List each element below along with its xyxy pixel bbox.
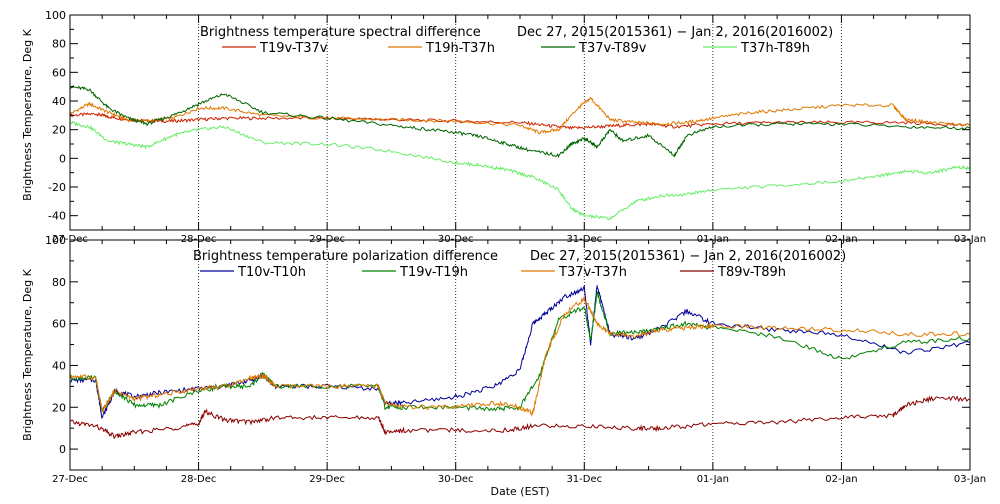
y-tick-label: 60 [52,318,66,331]
x-tick-label: 27-Dec [52,474,88,485]
y-tick-label: 0 [59,443,66,456]
series-line [69,120,971,221]
series-line [69,291,971,412]
series-line [69,284,971,419]
panel-title: Brightness temperature spectral differen… [200,25,481,40]
x-tick-label: 03-Jan [954,474,986,485]
panel-title: Brightness temperature polarization diff… [193,249,498,264]
y-tick-label: 20 [52,401,66,414]
polarization-difference-panel: Brightness temperature polarization diff… [21,234,986,498]
legend-label: T19h-T37h [425,41,495,56]
y-tick-label: -40 [48,210,66,223]
x-tick-label: 29-Dec [309,474,345,485]
series-line [69,84,971,159]
x-tick-label: 31-Dec [566,474,602,485]
y-axis-label: Brightness Temperature, Deg K [21,268,34,440]
x-axis-label: Date (EST) [490,485,549,498]
legend-label: T19v-T37v [259,41,328,56]
series-line [69,97,971,135]
x-tick-label: 28-Dec [181,474,217,485]
y-tick-label: 40 [52,95,66,108]
y-tick-label: 80 [52,38,66,51]
legend-label: T37v-T89v [578,41,647,56]
y-axis-label: Brightness Temperature, Deg K [21,28,34,200]
panel-date-range: Dec 27, 2015(2015361) − Jan 2, 2016(2016… [517,25,833,40]
y-tick-label: 100 [45,9,66,22]
y-tick-label: 80 [52,276,66,289]
y-tick-label: 60 [52,66,66,79]
x-tick-label: 30-Dec [438,474,474,485]
x-tick-label: 01-Jan [697,474,729,485]
y-tick-label: 20 [52,124,66,137]
y-tick-label: 100 [45,234,66,247]
x-tick-label: 02-Jan [825,474,857,485]
y-tick-label: -20 [48,181,66,194]
legend-label: T37h-T89h [740,41,810,56]
spectral-difference-panel: Brightness temperature spectral differen… [21,9,986,245]
series-line [69,296,971,417]
panel-date-range: Dec 27, 2015(2015361) − Jan 2, 2016(2016… [530,249,846,264]
legend-label: T19v-T19h [399,265,468,280]
legend-label: T10v-T10h [237,265,306,280]
legend-label: T89v-T89h [717,265,786,280]
y-tick-label: 40 [52,359,66,372]
legend-label: T37v-T37h [558,265,627,280]
y-tick-label: 0 [59,152,66,165]
series-line [69,395,971,440]
plot-frame [69,239,971,471]
